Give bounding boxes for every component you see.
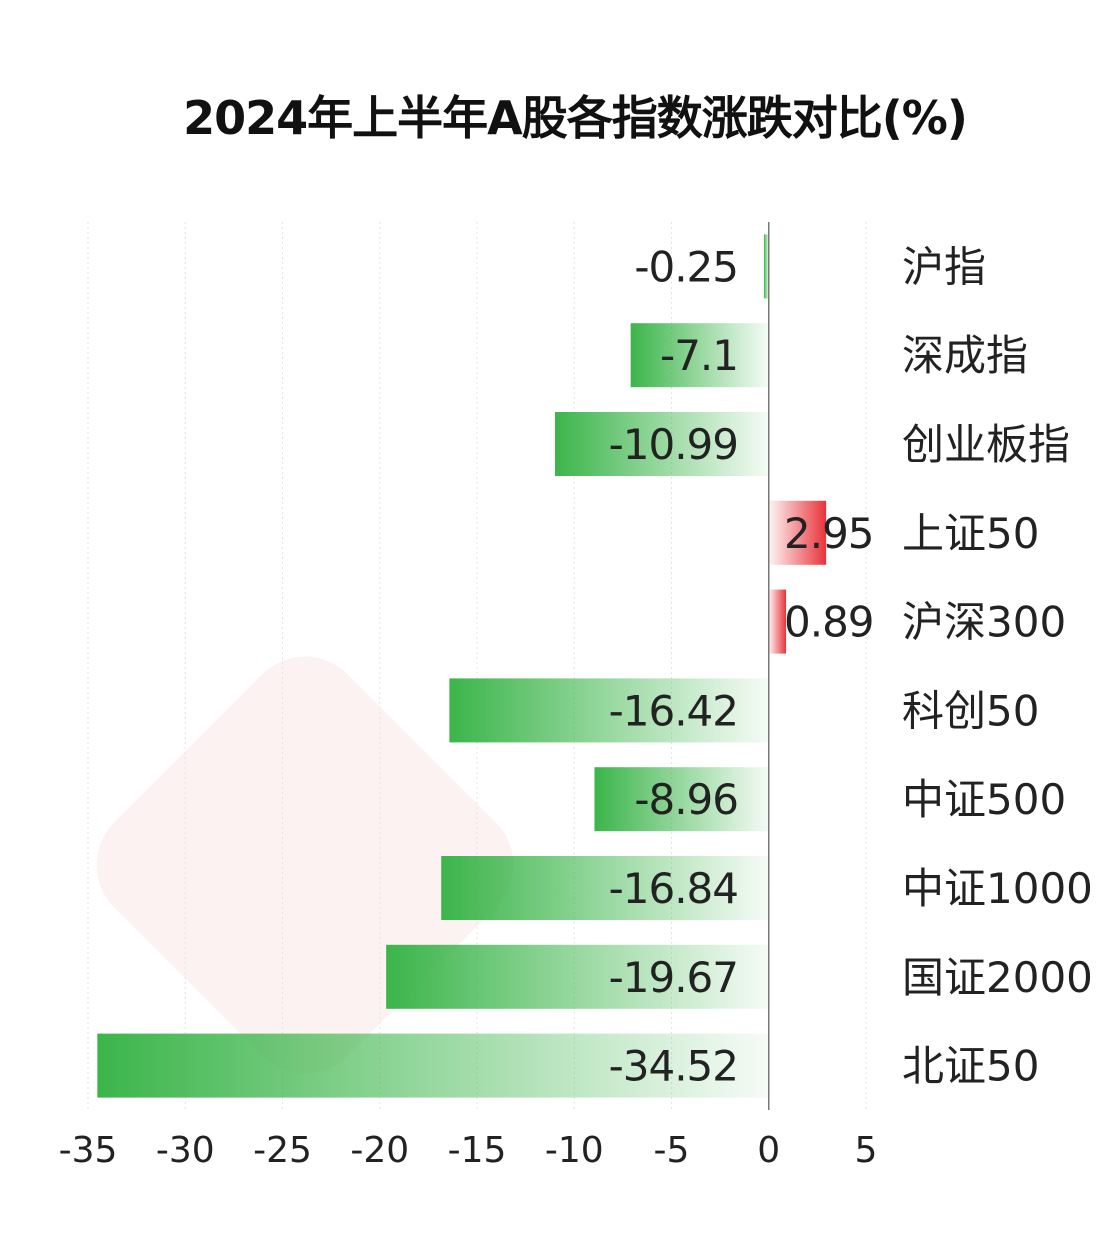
data-label: -19.67 — [609, 953, 738, 1002]
bar — [97, 1033, 769, 1098]
category-label: 北证50 — [902, 1042, 1039, 1091]
bar — [441, 856, 769, 920]
data-label: -0.25 — [634, 242, 738, 291]
bar — [554, 412, 769, 476]
data-label: -34.52 — [609, 1042, 738, 1091]
x-tick-label: -5 — [654, 1130, 690, 1171]
category-label: 国证2000 — [902, 953, 1093, 1002]
bar — [768, 500, 827, 565]
data-label: -16.42 — [609, 686, 738, 735]
category-label: 创业板指 — [902, 420, 1070, 469]
data-label: 0.89 — [784, 598, 874, 647]
x-tick-label: 5 — [855, 1130, 878, 1171]
data-label: -10.99 — [609, 420, 738, 469]
chart-title: 2024年上半年A股各指数涨跌对比(%) — [183, 91, 968, 145]
x-tick-label: -35 — [59, 1130, 118, 1171]
category-label: 上证50 — [902, 509, 1039, 558]
category-label: 沪深300 — [902, 598, 1066, 647]
x-tick-label: -15 — [448, 1130, 507, 1171]
data-label: -7.1 — [660, 331, 738, 380]
x-tick-label: -10 — [545, 1130, 604, 1171]
bar — [763, 234, 769, 299]
bar — [594, 767, 769, 832]
x-tick-label: -25 — [253, 1130, 312, 1171]
bar — [768, 589, 787, 654]
x-tick-label: -30 — [156, 1130, 215, 1171]
data-label: -16.84 — [609, 864, 738, 913]
category-label: 深成指 — [902, 331, 1028, 380]
bar — [386, 944, 769, 1009]
bar — [449, 678, 769, 743]
x-tick-label: 0 — [757, 1130, 780, 1171]
data-label: -8.96 — [634, 775, 738, 824]
data-label: 2.95 — [784, 509, 874, 558]
category-label: 中证500 — [902, 775, 1066, 824]
x-tick-label: -20 — [350, 1130, 409, 1171]
category-label: 中证1000 — [902, 864, 1093, 913]
bar — [630, 323, 769, 388]
category-label: 科创50 — [902, 686, 1039, 735]
category-label: 沪指 — [902, 242, 986, 291]
